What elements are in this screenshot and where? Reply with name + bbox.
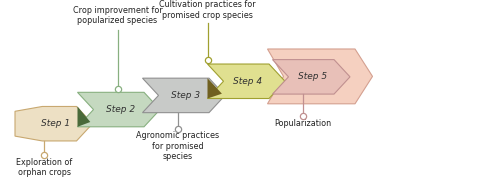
Text: Agronomic practices
for promised
species: Agronomic practices for promised species bbox=[136, 131, 219, 161]
Polygon shape bbox=[268, 49, 372, 104]
Text: Step 5: Step 5 bbox=[298, 72, 328, 81]
Text: Step 2: Step 2 bbox=[106, 105, 135, 114]
Text: Step 4: Step 4 bbox=[233, 77, 262, 86]
Polygon shape bbox=[208, 78, 222, 99]
Text: Exploration of
orphan crops: Exploration of orphan crops bbox=[16, 158, 72, 177]
Polygon shape bbox=[78, 107, 90, 127]
Polygon shape bbox=[15, 107, 92, 141]
Polygon shape bbox=[208, 64, 285, 99]
Polygon shape bbox=[272, 60, 350, 94]
Text: Step 1: Step 1 bbox=[40, 119, 70, 128]
Text: Popularization: Popularization bbox=[274, 119, 331, 128]
Polygon shape bbox=[142, 78, 225, 113]
Text: Step 3: Step 3 bbox=[171, 91, 200, 100]
Polygon shape bbox=[78, 92, 160, 127]
Text: Cultivation practices for
promised crop species: Cultivation practices for promised crop … bbox=[159, 0, 256, 20]
Text: Crop improvement for
popularized species: Crop improvement for popularized species bbox=[72, 6, 162, 25]
